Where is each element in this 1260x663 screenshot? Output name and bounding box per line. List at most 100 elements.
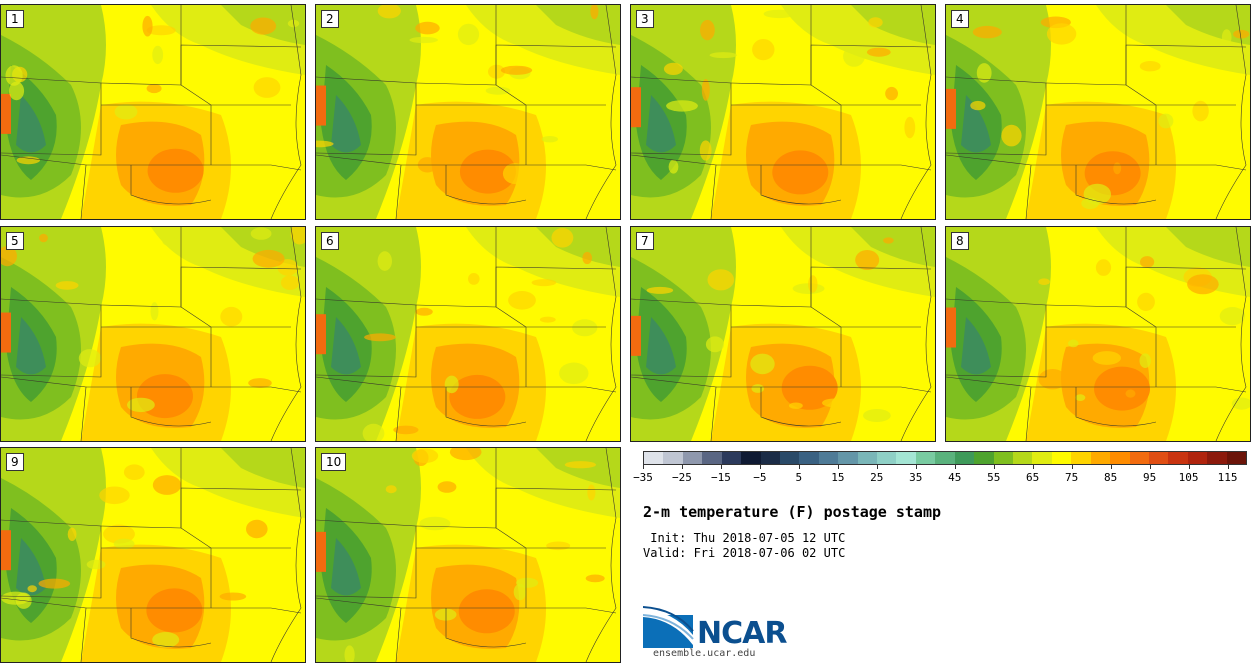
texture-patch: [866, 47, 891, 57]
texture-patch: [582, 251, 592, 265]
state-boundary: [86, 164, 302, 171]
state-boundary: [445, 387, 527, 427]
state-boundary: [316, 76, 417, 156]
colorbar-swatch: [1032, 452, 1052, 464]
texture-patch: [668, 159, 679, 174]
state-boundary: [180, 448, 212, 608]
colorbar-swatch: [974, 452, 994, 464]
state-boundary: [445, 608, 527, 648]
temperature-map: [316, 227, 620, 441]
mountain-cold-region: [646, 95, 676, 153]
colorbar-tick-label: 75: [1065, 471, 1079, 484]
texture-patch: [113, 538, 135, 550]
colorbar-ticks: −35 −25 −15 −5 5 15 25 35 45 55 65 75 85 95 105 115: [633, 465, 1247, 485]
colorbar-swatch: [779, 452, 800, 464]
state-boundary: [810, 5, 842, 165]
texture-patch: [1, 591, 30, 605]
west-edge-hot-spot: [631, 87, 641, 128]
colorbar-tick-label: 65: [1026, 471, 1040, 484]
river-boundary: [585, 448, 617, 662]
state-boundary: [1031, 386, 1247, 393]
init-time: Init: Thu 2018-07-05 12 UTC: [643, 531, 846, 545]
colorbar-swatch: [993, 452, 1014, 464]
texture-patch: [248, 378, 272, 388]
texture-patch: [705, 336, 725, 353]
texture-patch: [546, 541, 571, 551]
member-panel-9: 9: [0, 447, 306, 663]
texture-patch: [1140, 256, 1155, 268]
west-edge-hot-spot: [946, 307, 956, 348]
colorbar-tick: [1149, 465, 1151, 469]
valid-time: Valid: Fri 2018-07-06 02 UTC: [643, 546, 846, 560]
state-boundary: [1, 597, 87, 662]
state-boundary: [316, 376, 402, 441]
texture-patch: [1192, 100, 1209, 122]
colorbar-tick: [1227, 465, 1229, 469]
state-boundary: [130, 387, 212, 427]
texture-patch: [508, 291, 536, 310]
river-boundary: [900, 5, 932, 219]
texture-patch: [1231, 397, 1250, 410]
colorbar-swatch: [1148, 452, 1169, 464]
texture-patch: [775, 408, 808, 423]
plot-title: 2-m temperature (F) postage stamp: [643, 503, 942, 521]
colorbar-swatch: [1168, 452, 1188, 464]
colorbar-swatch: [741, 452, 761, 464]
texture-patch: [429, 187, 438, 203]
colorbar-swatch: [644, 452, 664, 464]
texture-patch: [178, 138, 187, 148]
northeast-cool-region: [536, 5, 620, 45]
colorbar-swatch: [954, 452, 975, 464]
logo-url: ensemble.ucar.edu: [653, 648, 756, 659]
state-boundary: [946, 154, 1032, 219]
colorbar-swatch: [935, 452, 955, 464]
state-boundary: [1, 154, 87, 219]
colorbar-swatch: [857, 452, 878, 464]
mountain-cold-region: [331, 538, 361, 596]
texture-patch: [883, 237, 894, 244]
texture-patch: [362, 423, 385, 441]
river-boundary: [270, 227, 302, 441]
panel-label: 3: [636, 10, 654, 28]
texture-patch: [86, 559, 106, 570]
colorbar-swatch: [818, 452, 839, 464]
hot-core: [449, 374, 506, 419]
mountain-cold-region: [16, 95, 46, 153]
colorbar-swatch: [1051, 452, 1072, 464]
state-boundary: [1125, 227, 1157, 387]
member-panel-10: 10: [315, 447, 621, 663]
panel-label: 2: [321, 10, 339, 28]
texture-patch: [972, 25, 1002, 39]
texture-patch: [419, 516, 451, 531]
west-edge-hot-spot: [316, 531, 326, 572]
panel-label: 1: [6, 10, 24, 28]
state-boundary: [631, 298, 732, 378]
west-edge-hot-spot: [631, 315, 641, 356]
texture-patch: [150, 302, 159, 321]
texture-patch: [1139, 61, 1161, 72]
colorbar-swatch: [877, 452, 897, 464]
texture-patch: [449, 448, 482, 461]
northeast-cool-region: [851, 5, 935, 45]
member-panel-2: 2: [315, 4, 621, 220]
texture-patch: [219, 592, 247, 601]
colorbar-tick-label: 35: [909, 471, 923, 484]
texture-patch: [1233, 29, 1250, 39]
texture-patch: [152, 45, 164, 65]
temperature-map: [631, 227, 935, 441]
member-panel-7: 7: [630, 226, 936, 442]
texture-patch: [290, 227, 305, 245]
texture-patch: [539, 316, 556, 323]
river-boundary: [900, 227, 932, 441]
texture-patch: [457, 23, 480, 46]
state-boundary: [130, 165, 212, 205]
state-boundary: [1, 376, 87, 441]
colorbar-swatch: [702, 452, 722, 464]
hot-core: [459, 149, 516, 194]
texture-patch: [468, 273, 480, 285]
river-boundary: [270, 448, 302, 662]
colorbar-tick-label: 5: [795, 471, 803, 484]
texture-patch: [415, 21, 440, 35]
texture-patch: [587, 484, 596, 501]
temperature-map: [316, 448, 620, 662]
